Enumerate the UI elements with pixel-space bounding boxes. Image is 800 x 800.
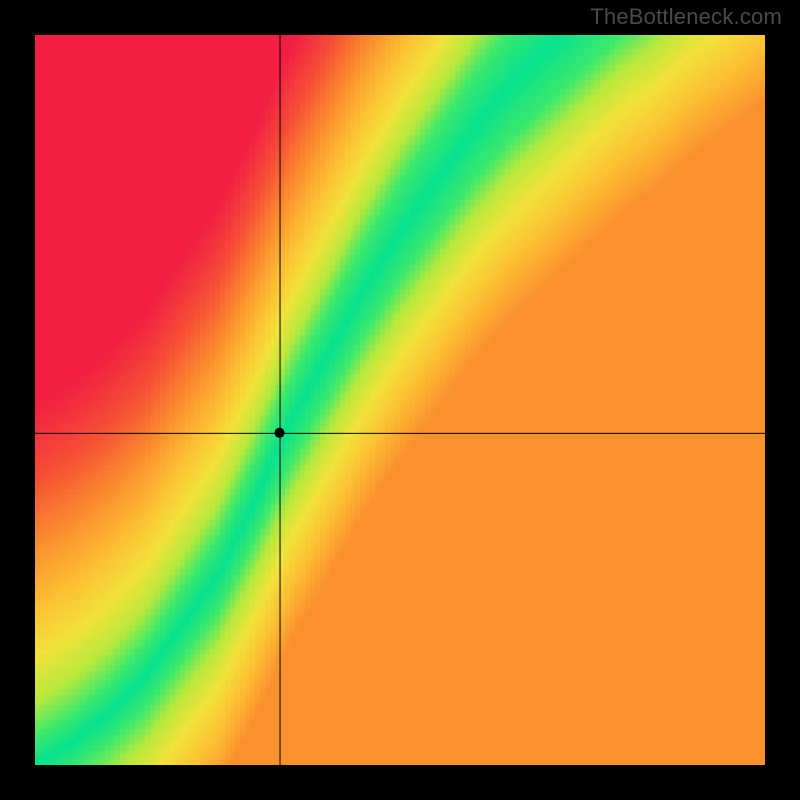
heatmap-plot [35, 35, 765, 765]
watermark-text: TheBottleneck.com [590, 4, 782, 30]
heatmap-canvas [35, 35, 765, 765]
chart-container: TheBottleneck.com [0, 0, 800, 800]
